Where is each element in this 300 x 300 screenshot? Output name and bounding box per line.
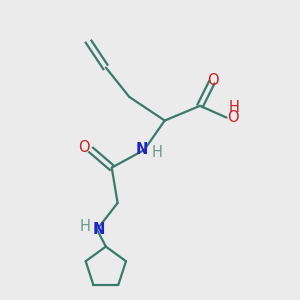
Text: H: H xyxy=(80,219,91,234)
Text: N: N xyxy=(92,222,105,237)
Text: O: O xyxy=(208,73,219,88)
Text: O: O xyxy=(78,140,90,154)
Text: H: H xyxy=(229,100,239,115)
Text: H: H xyxy=(152,145,163,160)
Text: O: O xyxy=(227,110,239,125)
Text: N: N xyxy=(136,142,148,157)
